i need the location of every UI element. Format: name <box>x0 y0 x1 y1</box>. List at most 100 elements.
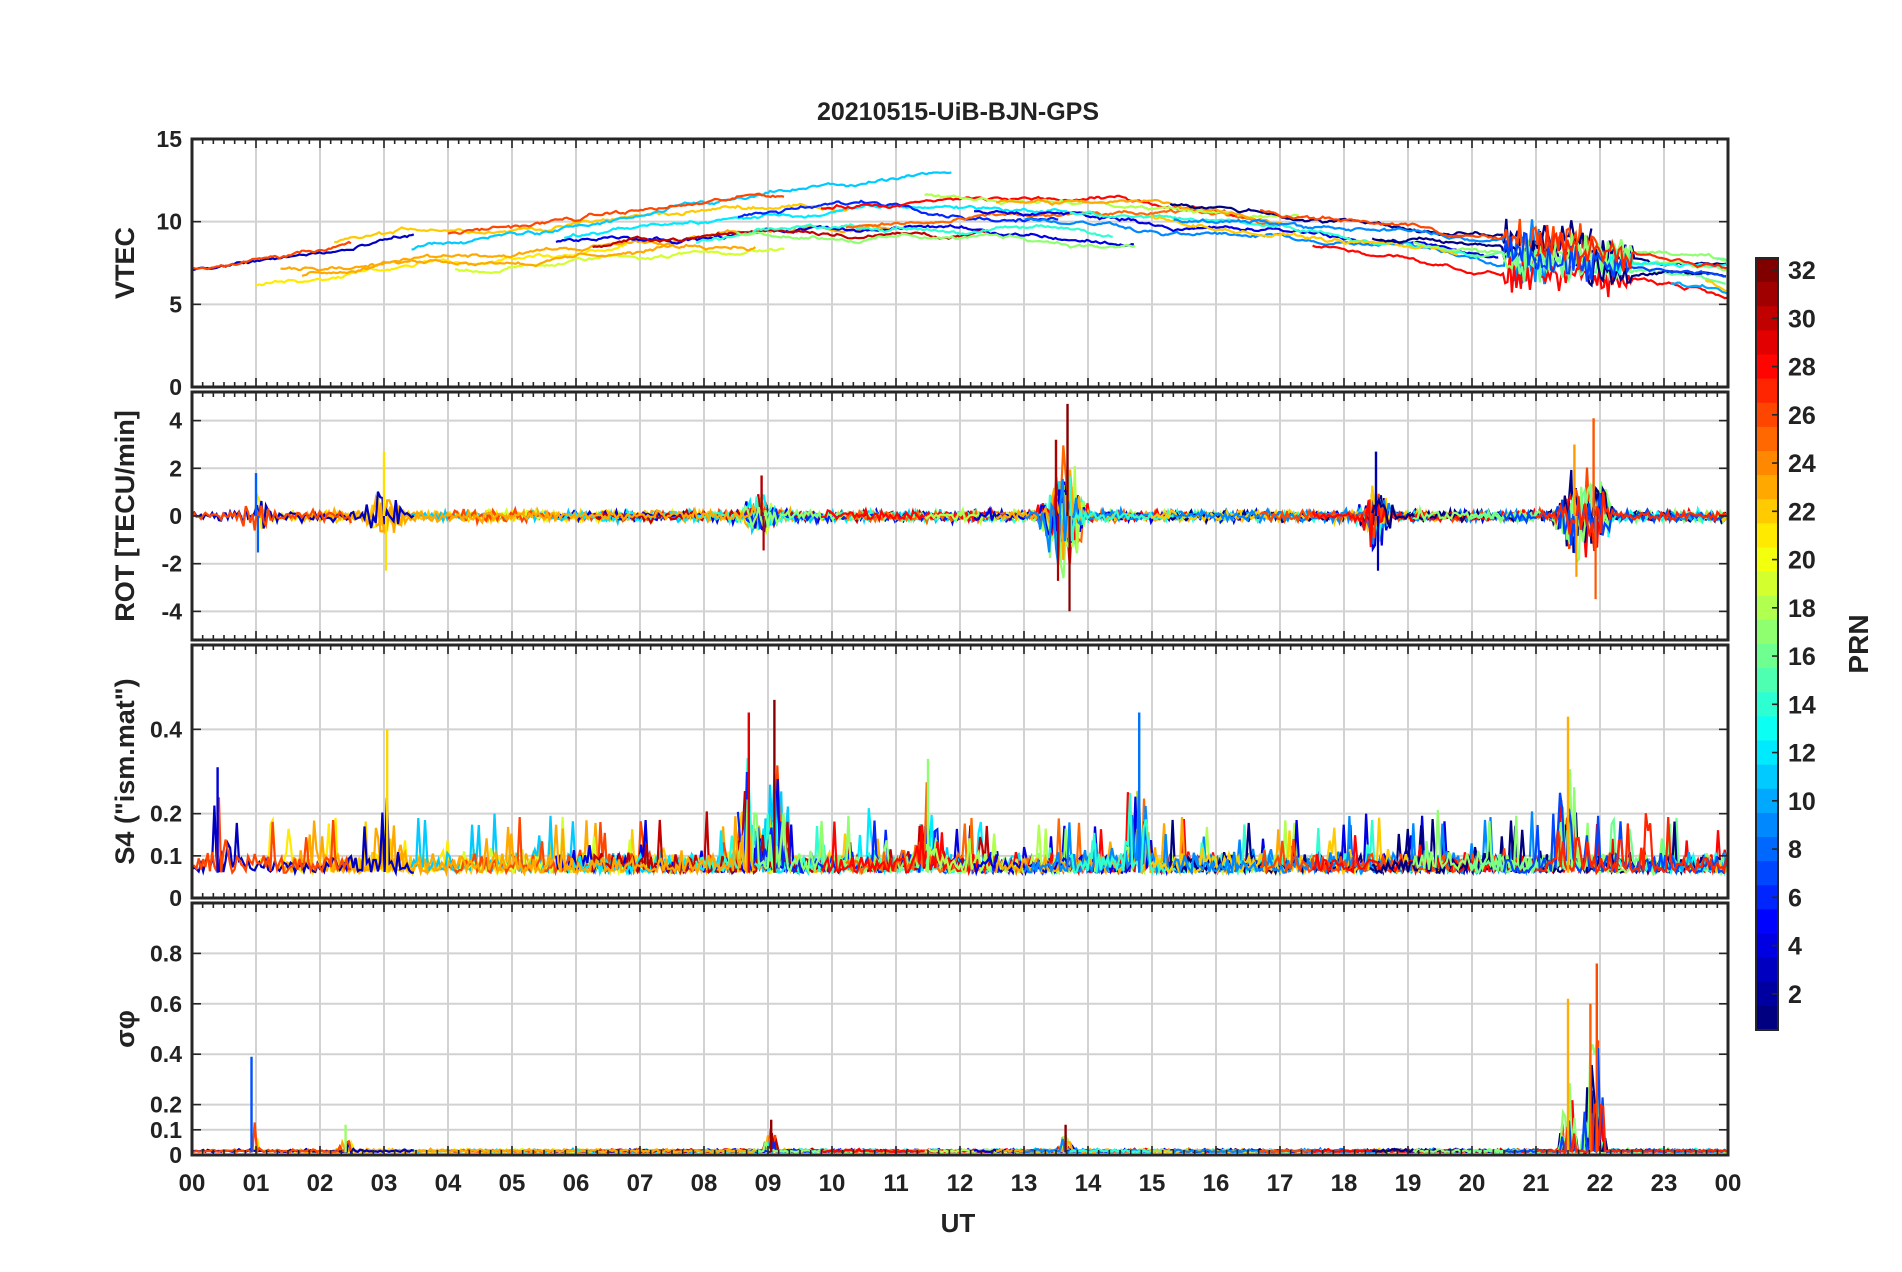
colorbar-cell <box>1756 571 1778 597</box>
x-tick-label: 15 <box>1139 1170 1166 1197</box>
x-tick-label: 06 <box>563 1170 590 1197</box>
x-tick-label: 13 <box>1011 1170 1038 1197</box>
x-tick-label: 08 <box>691 1170 718 1197</box>
colorbar-cell <box>1756 909 1778 935</box>
colorbar-cell <box>1756 861 1778 886</box>
colorbar-tick-label: 14 <box>1788 691 1816 719</box>
series-line <box>1150 485 1458 534</box>
series-line <box>192 505 353 531</box>
y-tick-label: 0.4 <box>150 1041 182 1067</box>
y-tick-label: 0.2 <box>150 801 182 827</box>
x-tick-label: 20 <box>1459 1170 1486 1197</box>
panel-traces <box>192 171 1728 300</box>
series-line <box>696 222 1113 244</box>
colorbar-cell <box>1756 451 1778 476</box>
y-tick-label: 0.6 <box>150 991 182 1017</box>
x-tick-label: 21 <box>1523 1170 1550 1197</box>
colorbar-cell <box>1756 692 1778 717</box>
x-tick-label: 12 <box>947 1170 974 1197</box>
series-line <box>924 466 1300 551</box>
colorbar-cell <box>1756 378 1778 404</box>
series-line <box>1259 467 1600 550</box>
y-axis-label: σφ <box>110 1010 140 1048</box>
colorbar-tick-label: 30 <box>1788 305 1816 333</box>
panel-traces <box>192 403 1728 612</box>
series-line <box>1259 1040 1600 1155</box>
series-line <box>1173 218 1540 261</box>
series-line <box>192 1122 353 1155</box>
colorbar-tick-label: 12 <box>1788 740 1816 768</box>
x-tick-label: 17 <box>1267 1170 1294 1197</box>
colorbar-cell <box>1756 354 1778 380</box>
colorbar-frame <box>1755 257 1779 1031</box>
y-tick-label: 0.1 <box>150 843 182 869</box>
panel-traces <box>192 699 1728 878</box>
data-layer <box>192 171 1728 1155</box>
x-tick-label: 14 <box>1075 1170 1102 1197</box>
x-tick-label: 23 <box>1651 1170 1678 1197</box>
series-line <box>254 243 627 287</box>
y-tick-label: 0 <box>169 503 182 529</box>
colorbar-cell <box>1756 499 1778 524</box>
x-tick-label: 22 <box>1587 1170 1614 1197</box>
y-tick-label: 0.8 <box>150 940 182 966</box>
series-line <box>454 247 785 275</box>
x-tick-label: 00 <box>179 1170 206 1197</box>
colorbar-cell <box>1756 523 1778 549</box>
colorbar-tick-label: 28 <box>1788 354 1816 382</box>
series-line <box>996 198 1288 227</box>
series-line <box>592 228 990 249</box>
colorbar-cell <box>1756 957 1778 983</box>
series-line <box>1150 215 1458 256</box>
colorbar-cell <box>1756 475 1778 500</box>
series-line <box>1502 231 1726 282</box>
colorbar-cell <box>1756 885 1778 910</box>
series-line <box>1312 244 1728 300</box>
colorbar-cell <box>1756 547 1778 573</box>
series-line <box>1535 224 1727 272</box>
series-line <box>1069 210 1478 260</box>
colorbar-cell <box>1756 282 1778 307</box>
series-line <box>1586 1090 1727 1154</box>
series-line <box>735 799 1137 876</box>
series-line <box>1503 1047 1727 1154</box>
y-axis-label: ROT [TECU/min] <box>110 410 140 621</box>
colorbar-tick-label: 20 <box>1788 547 1816 575</box>
colorbar-cell <box>1756 668 1778 693</box>
y-tick-label: 0.2 <box>150 1092 182 1118</box>
x-tick-label: 03 <box>371 1170 398 1197</box>
x-tick-label: 16 <box>1203 1170 1230 1197</box>
series-line <box>1670 281 1728 295</box>
x-tick-label: 19 <box>1395 1170 1422 1197</box>
colorbar-tick-label: 22 <box>1788 498 1816 526</box>
colorbar-cell <box>1756 330 1778 356</box>
y-tick-label: -4 <box>162 598 183 624</box>
x-tick-label: 07 <box>627 1170 654 1197</box>
y-axis-label: S4 ("ism.mat") <box>110 678 140 864</box>
colorbar-tick-label: 8 <box>1788 836 1802 864</box>
x-tick-label: 02 <box>307 1170 334 1197</box>
chart-title: 20210515-UiB-BJN-GPS <box>817 98 1099 126</box>
colorbar-cell <box>1756 258 1778 283</box>
y-tick-label: -2 <box>162 551 182 577</box>
x-tick-label: 11 <box>883 1170 908 1197</box>
x-tick-label: 18 <box>1331 1170 1358 1197</box>
colorbar-tick-label: 10 <box>1788 788 1816 816</box>
series-line <box>1024 217 1549 286</box>
series-line <box>1535 491 1728 552</box>
series-line <box>1502 492 1726 554</box>
series-line <box>279 502 757 538</box>
colorbar-cell <box>1756 644 1778 669</box>
colorbar-tick-label: 4 <box>1788 933 1802 961</box>
colorbar-cell <box>1756 812 1778 838</box>
x-tick-label: 10 <box>819 1170 846 1197</box>
y-tick-label: 10 <box>156 209 182 235</box>
series-line <box>1024 478 1550 566</box>
colorbar-label: PRN <box>1843 614 1874 673</box>
colorbar-cell <box>1756 306 1778 331</box>
series-line <box>1371 1064 1727 1155</box>
y-tick-label: 2 <box>169 455 182 481</box>
series-line <box>334 202 850 244</box>
